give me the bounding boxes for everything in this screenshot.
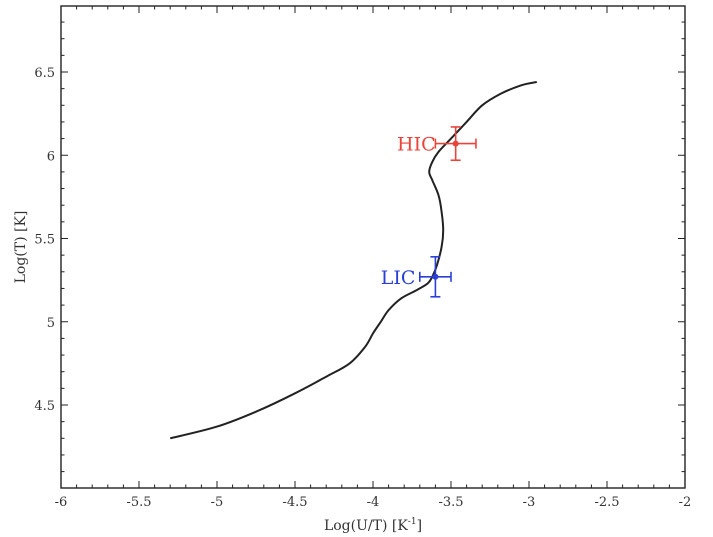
- x-tick-label: -6: [55, 495, 68, 510]
- x-tick-label: -4.5: [282, 495, 307, 510]
- x-tick-label: -5.5: [126, 495, 151, 510]
- x-axis-label-suffix: ]: [417, 518, 422, 534]
- x-tick-label: -3.5: [438, 495, 463, 510]
- lic-point: [432, 273, 439, 280]
- y-tick-label: 6: [47, 149, 55, 164]
- x-tick-label: -4: [367, 495, 380, 510]
- y-axis-label: Log(T) [K]: [13, 211, 29, 284]
- y-tick-label: 5: [47, 316, 55, 331]
- tick-marks: [60, 6, 686, 488]
- x-tick-label: -2.5: [594, 495, 619, 510]
- y-tick-label: 5.5: [34, 233, 55, 248]
- hic-label: HIC: [397, 134, 436, 156]
- y-tick-label: 4.5: [34, 399, 55, 414]
- x-axis-label-sup: -1: [408, 517, 417, 527]
- plot-frame: [60, 5, 686, 489]
- y-tick-labels: 4.5 5 5.5 6 6.5: [34, 66, 55, 414]
- lic-label: LIC: [381, 267, 416, 289]
- y-tick-label: 6.5: [34, 66, 55, 81]
- hic-point: [452, 140, 459, 147]
- x-tick-labels: -6 -5.5 -5 -4.5 -4 -3.5 -3 -2.5 -2: [55, 495, 692, 510]
- x-tick-label: -3: [523, 495, 536, 510]
- x-axis-label: Log(U/T) [K-1]: [324, 517, 422, 534]
- x-tick-label: -5: [211, 495, 224, 510]
- data-points: HIC LIC: [381, 126, 477, 298]
- series-line: [169, 81, 537, 440]
- x-axis-label-main: Log(U/T) [K: [324, 518, 408, 534]
- x-tick-label: -2: [679, 495, 692, 510]
